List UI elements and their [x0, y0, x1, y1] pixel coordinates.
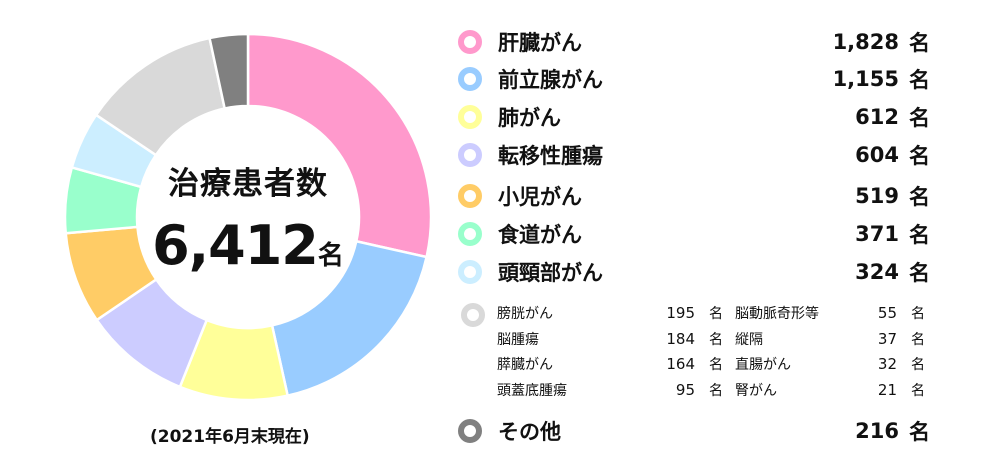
legend-item: 肝臓がん 1,828 名: [458, 27, 933, 57]
legend-subitem: 脳腫瘍 184 名: [497, 329, 723, 349]
legend-value: 216: [855, 419, 899, 443]
legend-unit: 名: [909, 420, 930, 444]
legend-marker-icon: [458, 67, 482, 91]
legend-label: 肝臓がん: [498, 31, 582, 55]
legend-label: 小児がん: [498, 185, 582, 209]
subitem-label: 脳動脈奇形等: [735, 306, 819, 322]
subitem-unit: 名: [911, 357, 925, 373]
subitem-value: 184: [666, 329, 695, 348]
subitem-label: 膵臓がん: [497, 357, 553, 373]
subitem-label: 縦隔: [735, 331, 763, 348]
legend-label: 前立腺がん: [498, 68, 603, 92]
legend-label: その他: [498, 420, 561, 444]
legend-subitem: 膵臓がん 164 名: [497, 354, 723, 374]
legend-value: 371: [855, 222, 899, 246]
subitem-label: 腎がん: [735, 382, 777, 399]
subitem-unit: 名: [911, 331, 925, 348]
legend-unit: 名: [909, 144, 930, 168]
donut-chart: [63, 32, 433, 402]
legend-value: 1,828: [832, 30, 899, 54]
legend-value: 1,155: [832, 67, 899, 91]
legend-marker-icon: [458, 30, 482, 54]
legend-item: 転移性腫瘍 604 名: [458, 140, 933, 170]
subitem-label: 膀胱がん: [497, 306, 553, 322]
legend-subitem: 腎がん 21 名: [735, 380, 925, 400]
center-total: 6,412名: [140, 214, 356, 277]
subitem-unit: 名: [911, 306, 925, 322]
subitem-value: 21: [877, 380, 897, 399]
legend-item: 肺がん 612 名: [458, 102, 933, 132]
subitem-label: 直腸がん: [735, 357, 791, 373]
legend-marker-icon: [458, 105, 482, 129]
slice-other: [208, 32, 250, 110]
legend-unit: 名: [909, 223, 930, 247]
legend-label: 食道がん: [498, 223, 582, 247]
legend-marker-icon: [458, 184, 482, 208]
legend-subitem: 直腸がん 32 名: [735, 354, 925, 374]
legend-item: 前立腺がん 1,155 名: [458, 64, 933, 94]
legend-subitem: 縦隔 37 名: [735, 329, 925, 349]
subitem-unit: 名: [709, 331, 723, 348]
total-unit: 名: [317, 241, 344, 271]
legend-subitem: 頭蓋底腫瘍 95 名: [497, 380, 723, 400]
subitem-unit: 名: [911, 382, 925, 399]
legend-unit: 名: [909, 68, 930, 92]
slice-0: [246, 32, 433, 259]
legend-unit: 名: [909, 185, 930, 209]
legend-value: 324: [855, 260, 899, 284]
subitem-unit: 名: [709, 382, 723, 399]
legend-item: 小児がん 519 名: [458, 181, 933, 211]
subitem-unit: 名: [709, 306, 723, 322]
legend-item: 食道がん 371 名: [458, 219, 933, 249]
subitem-unit: 名: [709, 357, 723, 373]
subitem-label: 脳腫瘍: [497, 331, 539, 348]
legend-marker-icon: [458, 260, 482, 284]
center-title: 治療患者数: [168, 166, 328, 202]
legend-unit: 名: [909, 31, 930, 55]
subitem-value: 95: [675, 380, 695, 399]
legend-label: 転移性腫瘍: [498, 144, 603, 168]
subitem-label: 頭蓋底腫瘍: [497, 382, 567, 399]
legend-marker-icon: [458, 222, 482, 246]
legend-item-other: その他 216 名: [458, 416, 933, 446]
legend-value: 519: [855, 184, 899, 208]
legend-marker-icon: [458, 143, 482, 167]
subitem-value: 164: [666, 355, 695, 373]
legend-label: 頭頸部がん: [498, 261, 603, 285]
legend-label: 肺がん: [498, 106, 561, 130]
total-value: 6,412: [152, 214, 319, 277]
subitem-value: 37: [877, 329, 897, 348]
legend-value: 612: [855, 105, 899, 129]
legend-subitem: 脳動脈奇形等 55 名: [735, 303, 925, 323]
subitem-value: 32: [877, 355, 897, 373]
legend-unit: 名: [909, 106, 930, 130]
legend-value: 604: [855, 143, 899, 167]
subitem-value: 195: [666, 304, 695, 322]
as-of-note: (2021年6月末現在): [150, 427, 310, 447]
subitem-value: 55: [877, 304, 897, 322]
legend-marker-icon: [458, 419, 482, 443]
legend-subitem: 膀胱がん 195 名: [497, 303, 723, 323]
legend-item: 頭頸部がん 324 名: [458, 257, 933, 287]
legend-unit: 名: [909, 261, 930, 285]
legend-marker-icon: [461, 303, 485, 327]
